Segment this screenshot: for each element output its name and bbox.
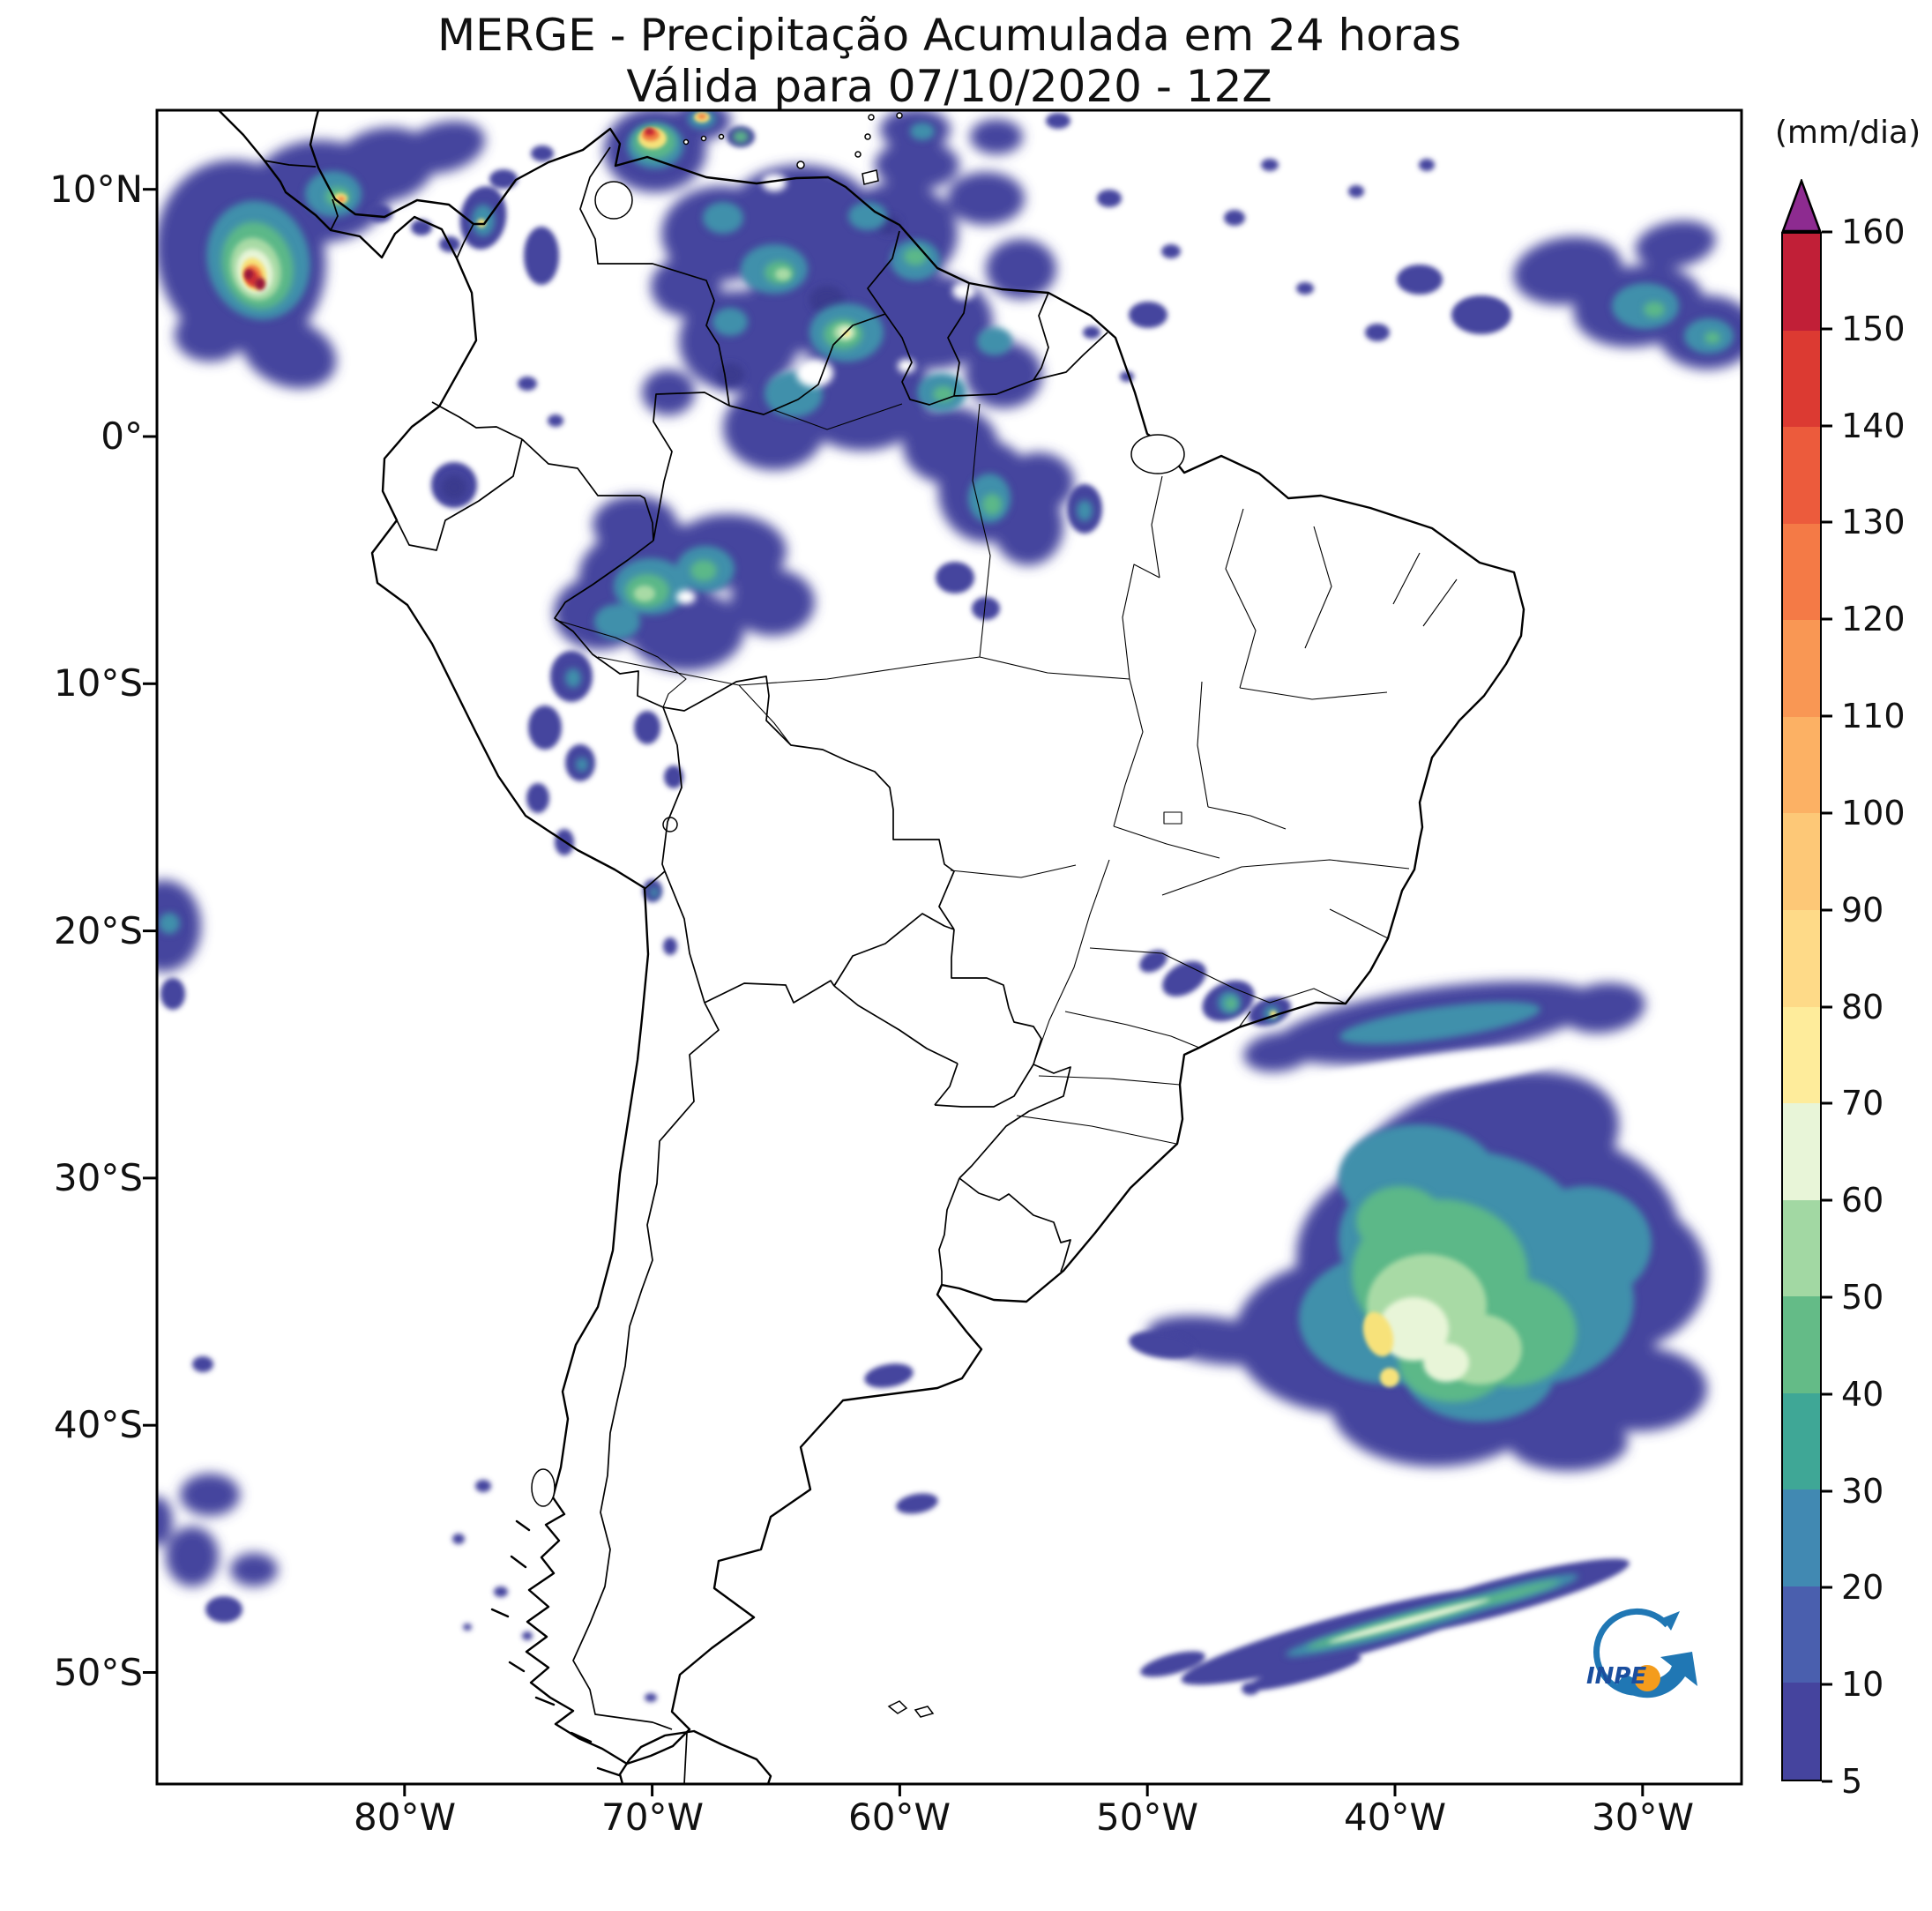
colorbar-tick-label: 60 bbox=[1841, 1181, 1884, 1221]
colorbar-tick-label: 150 bbox=[1841, 309, 1906, 348]
colorbar-tick-label: 80 bbox=[1841, 987, 1884, 1026]
trinidad-island bbox=[862, 169, 879, 185]
lake-maracaibo bbox=[594, 181, 633, 220]
colorbar-tick-label: 110 bbox=[1841, 697, 1906, 736]
colorbar-segment bbox=[1783, 1392, 1820, 1490]
colorbar-labels: 160 150 140 130 120 110 100 90 80 70 60 … bbox=[1841, 213, 1932, 1801]
colorbar-segment bbox=[1783, 1103, 1820, 1200]
falkland-islands bbox=[887, 1700, 935, 1718]
precip-holes bbox=[676, 174, 1567, 1100]
antilles-islets bbox=[683, 112, 903, 169]
colorbar-segment bbox=[1783, 1489, 1820, 1586]
colorbar-segment bbox=[1783, 523, 1820, 621]
colorbar-segment bbox=[1783, 1586, 1820, 1683]
colorbar-segment bbox=[1783, 1683, 1820, 1780]
y-tick-label: 20°S bbox=[53, 909, 143, 952]
y-tick-label: 0° bbox=[101, 414, 143, 458]
colorbar-segment bbox=[1783, 234, 1820, 331]
x-tick-label: 30°W bbox=[1592, 1795, 1694, 1839]
y-tick-label: 30°S bbox=[53, 1156, 143, 1199]
coastlines bbox=[217, 108, 1525, 1786]
chart-title-line1: MERGE - Precipitação Acumulada em 24 hor… bbox=[436, 10, 1462, 61]
colorbar-segment bbox=[1783, 427, 1820, 524]
x-tick-label: 60°W bbox=[848, 1795, 951, 1839]
axis-ticks bbox=[143, 188, 1645, 1796]
colorbar-segment bbox=[1783, 1296, 1820, 1393]
colorbar-tick-label: 30 bbox=[1841, 1471, 1884, 1511]
colorbar-tick-label: 90 bbox=[1841, 890, 1884, 929]
precipitation-field bbox=[157, 110, 1742, 1702]
precip-maroon-cores bbox=[244, 129, 652, 290]
y-tick-label: 40°S bbox=[53, 1403, 143, 1446]
colorbar-tick-label: 130 bbox=[1841, 503, 1906, 542]
south-america-coastline bbox=[217, 108, 1525, 1765]
y-tick-label: 10°N bbox=[49, 168, 143, 211]
colorbar-ticks bbox=[1822, 230, 1834, 1783]
colorbar-tick-label: 50 bbox=[1841, 1277, 1884, 1317]
colorbar-tick-label: 10 bbox=[1841, 1665, 1884, 1705]
colorbar-segment bbox=[1783, 909, 1820, 1007]
colorbar-extend-arrow bbox=[1781, 179, 1822, 232]
colorbar bbox=[1781, 232, 1822, 1781]
colorbar-tick-label: 100 bbox=[1841, 793, 1906, 832]
state-borders bbox=[555, 403, 1458, 1145]
colorbar-segment bbox=[1783, 716, 1820, 814]
colorbar-segment bbox=[1783, 1006, 1820, 1104]
chiloe-island bbox=[531, 1468, 556, 1507]
colorbar-tick-label: 120 bbox=[1841, 600, 1906, 639]
inpe-logo: INPE bbox=[1586, 1608, 1697, 1698]
logo-text: INPE bbox=[1586, 1663, 1646, 1690]
logo-swirl-arrowhead bbox=[1662, 1611, 1680, 1631]
colorbar-segment bbox=[1783, 330, 1820, 428]
colorbar-tick-label: 140 bbox=[1841, 406, 1906, 445]
colorbar-segment bbox=[1783, 620, 1820, 717]
x-tick-label: 40°W bbox=[1344, 1795, 1446, 1839]
colorbar-segment bbox=[1783, 1199, 1820, 1297]
y-tick-label: 10°S bbox=[53, 661, 143, 705]
colorbar-tick-label: 70 bbox=[1841, 1084, 1884, 1123]
lake-titicaca bbox=[662, 817, 678, 832]
chart-title-line2: Válida para 07/10/2020 - 12Z bbox=[626, 61, 1272, 112]
tierra-del-fuego bbox=[618, 1729, 772, 1786]
colorbar-tick-label: 20 bbox=[1841, 1568, 1884, 1608]
logo-orange-dot bbox=[1634, 1665, 1660, 1691]
patagonia-fjords bbox=[490, 1519, 621, 1777]
colorbar-segment bbox=[1783, 813, 1820, 910]
country-borders bbox=[263, 146, 1108, 1785]
x-tick-label: 80°W bbox=[354, 1795, 456, 1839]
plot-frame bbox=[155, 108, 1743, 1786]
x-tick-label: 50°W bbox=[1096, 1795, 1198, 1839]
map-panel: INPE bbox=[143, 108, 1743, 1796]
y-tick-label: 50°S bbox=[53, 1651, 143, 1694]
colorbar-unit-label: (mm/dia) bbox=[1774, 115, 1921, 151]
logo-arrow bbox=[1616, 1652, 1697, 1698]
colorbar-tick-label: 5 bbox=[1841, 1762, 1863, 1801]
precip-pale-layer bbox=[236, 249, 1490, 1643]
x-tick-label: 70°W bbox=[601, 1795, 704, 1839]
marajo-island bbox=[1130, 434, 1185, 474]
colorbar-tick-label: 160 bbox=[1841, 213, 1906, 251]
colorbar-tick-label: 40 bbox=[1841, 1374, 1884, 1414]
